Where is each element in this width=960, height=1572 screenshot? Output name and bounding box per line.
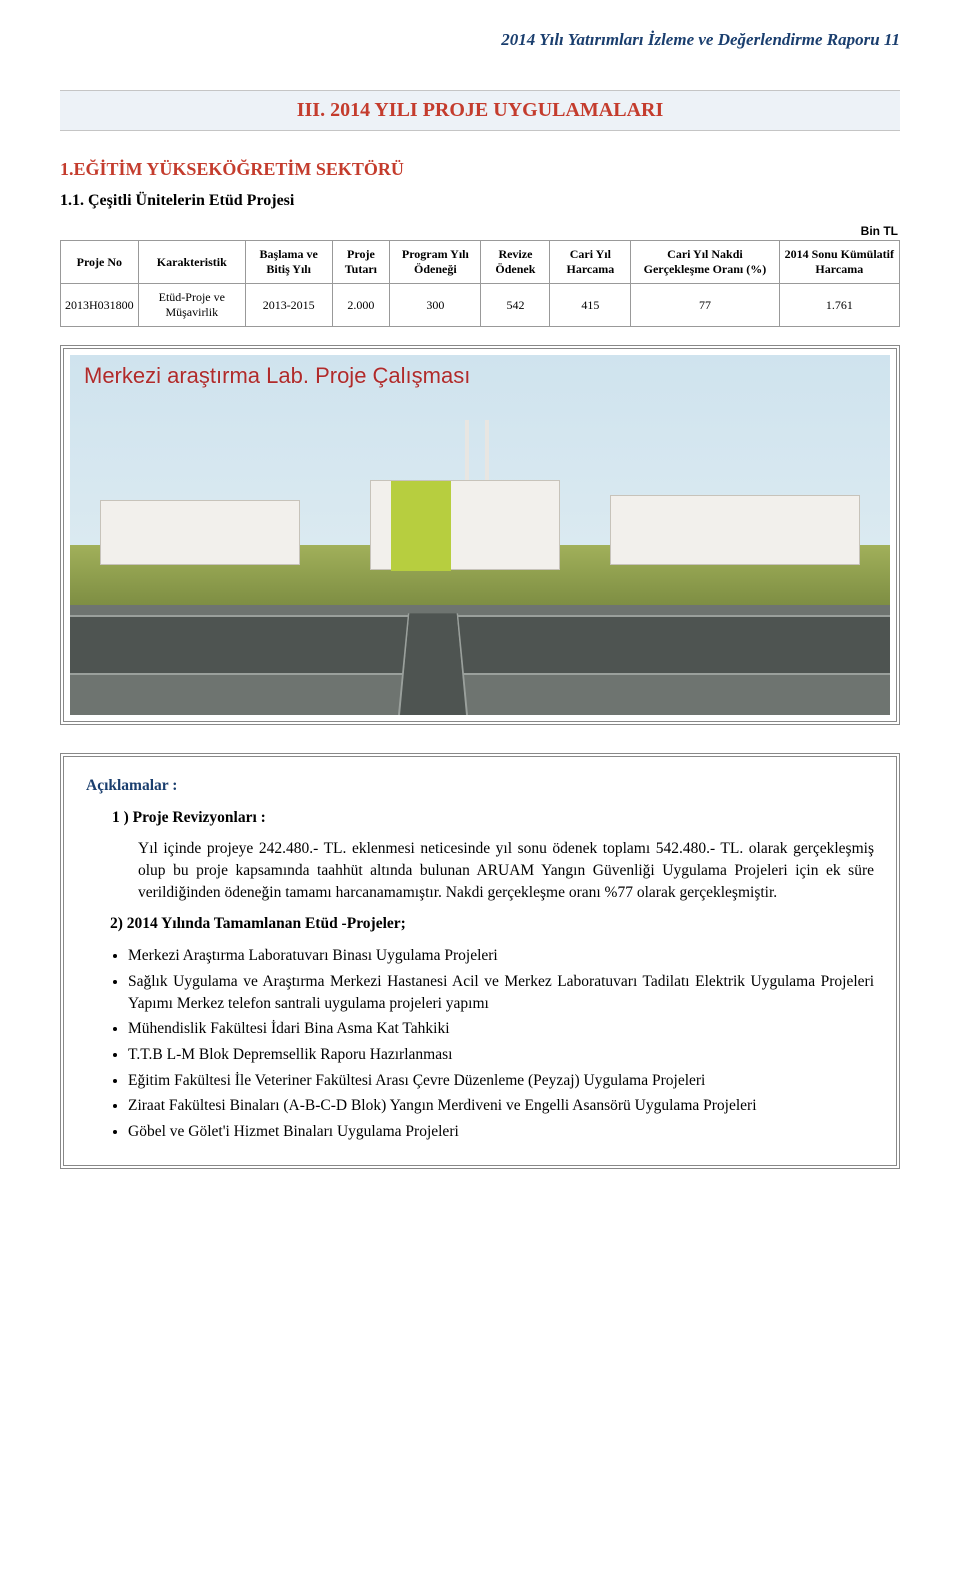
cell-proje-tutari: 2.000 [332,284,390,327]
cell-proje-no: 2013H031800 [61,284,139,327]
sector-title: 1.EĞİTİM YÜKSEKÖĞRETİM SEKTÖRÜ [60,159,900,180]
rendering-image: Merkezi araştırma Lab. Proje Çalışması [70,355,890,715]
notes-box: Açıklamalar : 1 ) Proje Revizyonları : Y… [60,753,900,1169]
completed-heading: 2) 2014 Yılında Tamamlanan Etüd -Projele… [110,913,874,935]
cell-program-odenegi: 300 [390,284,481,327]
list-item: Ziraat Fakültesi Binaları (A-B-C-D Blok)… [128,1095,874,1117]
cell-kumulatif: 1.761 [779,284,899,327]
section-title-box: III. 2014 YILI PROJE UYGULAMALARI [60,90,900,131]
list-item: Mühendislik Fakültesi İdari Bina Asma Ka… [128,1018,874,1040]
col-karakteristik: Karakteristik [138,241,245,284]
rendering-caption: Merkezi araştırma Lab. Proje Çalışması [84,363,470,389]
table-row: 2013H031800 Etüd-Proje ve Müşavirlik 201… [61,284,900,327]
col-cari-harcama: Cari Yıl Harcama [550,241,631,284]
col-proje-tutari: Proje Tutarı [332,241,390,284]
revisions-text: Yıl içinde projeye 242.480.- TL. eklenme… [138,838,874,903]
building-right [610,495,860,565]
page-header: 2014 Yılı Yatırımları İzleme ve Değerlen… [60,30,900,50]
cell-gerceklesme: 77 [631,284,779,327]
table-header-row: Proje No Karakteristik Başlama ve Bitiş … [61,241,900,284]
project-title: 1.1. Çeşitli Ünitelerin Etüd Projesi [60,192,900,210]
cell-revize-odenek: 542 [481,284,550,327]
cell-baslama-bitis: 2013-2015 [245,284,332,327]
list-item: Merkezi Araştırma Laboratuvarı Binası Uy… [128,945,874,967]
col-program-odenegi: Program Yılı Ödeneği [390,241,481,284]
rendering-frame: Merkezi araştırma Lab. Proje Çalışması [60,345,900,725]
list-item: Göbel ve Gölet'i Hizmet Binaları Uygulam… [128,1121,874,1143]
unit-label: Bin TL [60,224,900,238]
cell-cari-harcama: 415 [550,284,631,327]
project-table: Proje No Karakteristik Başlama ve Bitiş … [60,240,900,327]
col-gerceklesme: Cari Yıl Nakdi Gerçekleşme Oranı (%) [631,241,779,284]
list-item: T.T.B L-M Blok Depremsellik Raporu Hazır… [128,1044,874,1066]
building-center [370,480,560,570]
building-left [100,500,300,565]
cell-karakteristik: Etüd-Proje ve Müşavirlik [138,284,245,327]
col-baslama-bitis: Başlama ve Bitiş Yılı [245,241,332,284]
road-vertical [398,613,468,715]
list-item: Eğitim Fakültesi İle Veteriner Fakültesi… [128,1070,874,1092]
road-horizontal [70,615,890,675]
notes-heading: Açıklamalar : [86,777,177,794]
building-accent [391,481,451,571]
col-kumulatif: 2014 Sonu Kümülatif Harcama [779,241,899,284]
completed-list: Merkezi Araştırma Laboratuvarı Binası Uy… [128,945,874,1143]
chimney-icon [485,420,489,480]
col-proje-no: Proje No [61,241,139,284]
section-title: III. 2014 YILI PROJE UYGULAMALARI [297,99,664,121]
col-revize-odenek: Revize Ödenek [481,241,550,284]
revisions-heading: 1 ) Proje Revizyonları : [112,807,874,829]
list-item: Sağlık Uygulama ve Araştırma Merkezi Has… [128,971,874,1014]
chimney-icon [465,420,469,480]
